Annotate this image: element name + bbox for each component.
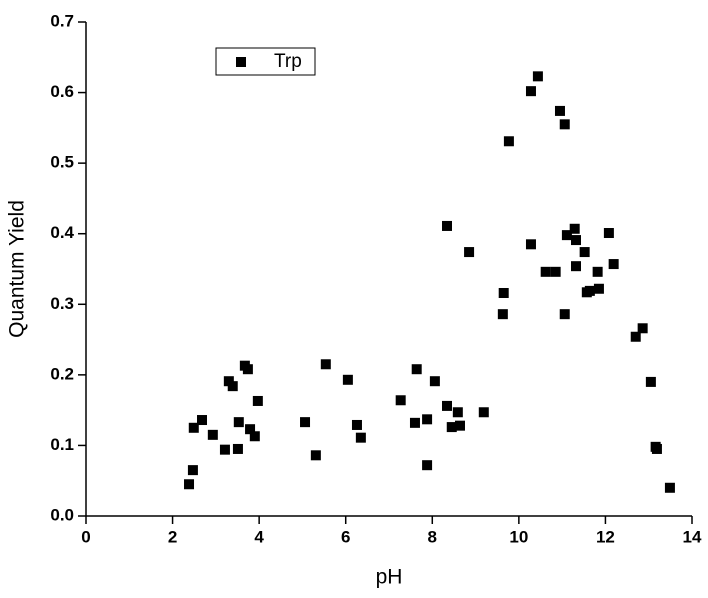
x-tick-label: 6 xyxy=(341,527,350,546)
point xyxy=(422,414,433,425)
y-tick-label: 0.5 xyxy=(50,153,74,172)
x-tick-label: 0 xyxy=(81,527,90,546)
point xyxy=(452,407,463,418)
point xyxy=(355,432,366,443)
point xyxy=(593,283,604,294)
point xyxy=(409,417,420,428)
point xyxy=(342,374,353,385)
point xyxy=(540,266,551,277)
point xyxy=(608,259,619,270)
point xyxy=(454,420,465,431)
point xyxy=(395,395,406,406)
legend-label: Trp xyxy=(274,51,302,72)
point xyxy=(651,443,662,454)
point xyxy=(442,400,453,411)
y-axis-title: Quantum Yield xyxy=(6,200,29,338)
y-tick-label: 0.3 xyxy=(50,294,74,313)
point xyxy=(664,482,675,493)
point xyxy=(197,415,208,426)
point xyxy=(188,422,199,433)
point xyxy=(561,230,572,241)
point xyxy=(429,376,440,387)
point xyxy=(559,309,570,320)
y-tick-label: 0.6 xyxy=(50,82,74,101)
point xyxy=(300,417,311,428)
point xyxy=(525,86,536,97)
point xyxy=(464,247,475,258)
point xyxy=(550,266,561,277)
x-tick-label: 2 xyxy=(168,527,177,546)
x-tick-label: 14 xyxy=(683,527,702,546)
point xyxy=(592,266,603,277)
point xyxy=(227,381,238,392)
y-tick-label: 0.1 xyxy=(50,435,74,454)
point xyxy=(320,359,331,370)
point xyxy=(603,228,614,239)
x-axis-title: pH xyxy=(376,566,403,589)
y-tick-label: 0.7 xyxy=(50,11,74,30)
point xyxy=(351,419,362,430)
point xyxy=(497,309,508,320)
point xyxy=(207,429,218,440)
y-tick-label: 0.0 xyxy=(50,505,74,524)
y-tick-label: 0.2 xyxy=(50,364,74,383)
point xyxy=(478,407,489,418)
point xyxy=(422,460,433,471)
point xyxy=(249,431,260,442)
y-tick-label: 0.4 xyxy=(50,223,74,242)
x-tick-label: 4 xyxy=(254,527,264,546)
point xyxy=(184,479,195,490)
point xyxy=(559,119,570,130)
point xyxy=(554,105,565,116)
point xyxy=(579,247,590,258)
point xyxy=(242,364,253,375)
legend-marker xyxy=(236,57,246,67)
point xyxy=(233,417,244,428)
point xyxy=(252,395,263,406)
point xyxy=(411,364,422,375)
point xyxy=(630,331,641,342)
x-tick-label: 10 xyxy=(509,527,528,546)
point xyxy=(310,450,321,461)
x-tick-label: 8 xyxy=(428,527,437,546)
point xyxy=(569,223,580,234)
point xyxy=(442,220,453,231)
point xyxy=(446,422,457,433)
point xyxy=(637,323,648,334)
point xyxy=(570,235,581,246)
point xyxy=(498,287,509,298)
point xyxy=(645,376,656,387)
point xyxy=(532,71,543,82)
x-tick-label: 12 xyxy=(596,527,615,546)
point xyxy=(187,465,198,476)
legend-box xyxy=(215,47,316,76)
point xyxy=(525,239,536,250)
point xyxy=(232,443,243,454)
point xyxy=(503,136,514,147)
point xyxy=(245,424,256,435)
point xyxy=(584,285,595,296)
point xyxy=(570,261,581,272)
point xyxy=(219,444,230,455)
